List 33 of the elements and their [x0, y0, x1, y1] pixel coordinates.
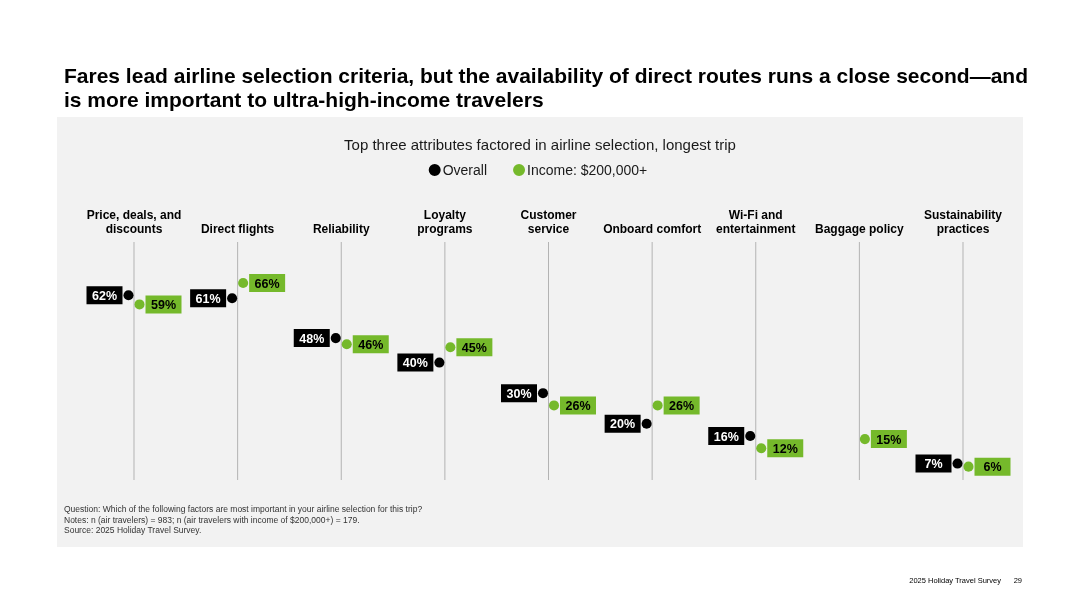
x-tick-label: Sustainability practices: [923, 208, 1003, 236]
data-label: 59%: [150, 297, 177, 312]
x-tick-label: Loyalty programs: [417, 208, 473, 236]
x-tick-label: Reliability: [312, 222, 370, 236]
data-label: 6%: [983, 460, 1002, 475]
data-label: 20%: [610, 417, 636, 432]
data-label: 26%: [565, 398, 591, 413]
chart-subtitle: Top three attributes factored in airline selection, longest trip: [344, 136, 736, 153]
data-label: 30%: [506, 386, 532, 401]
data-label: 12%: [772, 441, 798, 456]
data-label: 62%: [91, 288, 118, 303]
data-label: 26%: [669, 398, 695, 413]
data-label: 46%: [358, 337, 384, 352]
data-label: 48%: [299, 331, 325, 346]
text: Notes: n (air travelers) = 983; n (air travelers with income of $200,000+) = 179.: [64, 514, 360, 525]
x-tick-label: Baggage policy: [815, 222, 905, 236]
data-label: 7%: [924, 457, 943, 472]
x-tick-label: Price, deals, and discounts: [86, 208, 182, 236]
x-tick-label: Direct flights: [200, 222, 275, 236]
data-label: 45%: [461, 340, 487, 355]
source-note: Source: 2025 Holiday Travel Survey.: [64, 525, 202, 535]
x-tick-label: Onboard comfort: [603, 222, 702, 236]
chart-title: Fares lead airline selection criteria, but the availability of direct routes runs a close second—and is more important to ultra-high-income travelers: [64, 64, 1028, 111]
data-label: 15%: [876, 432, 902, 447]
data-label: 40%: [402, 356, 428, 371]
text: Question: Which of the following factors are most important in your airline selection for this trip?: [64, 504, 423, 514]
legend-label: Income: $200,000+: [527, 162, 648, 178]
legend-label: Overall: [442, 162, 488, 178]
x-tick-label: Wi-Fi and entertainment: [716, 208, 796, 236]
data-label: 16%: [713, 429, 739, 444]
x-tick-label: Customer service: [520, 208, 577, 236]
data-label: 66%: [254, 276, 280, 291]
data-label: 61%: [195, 291, 221, 306]
